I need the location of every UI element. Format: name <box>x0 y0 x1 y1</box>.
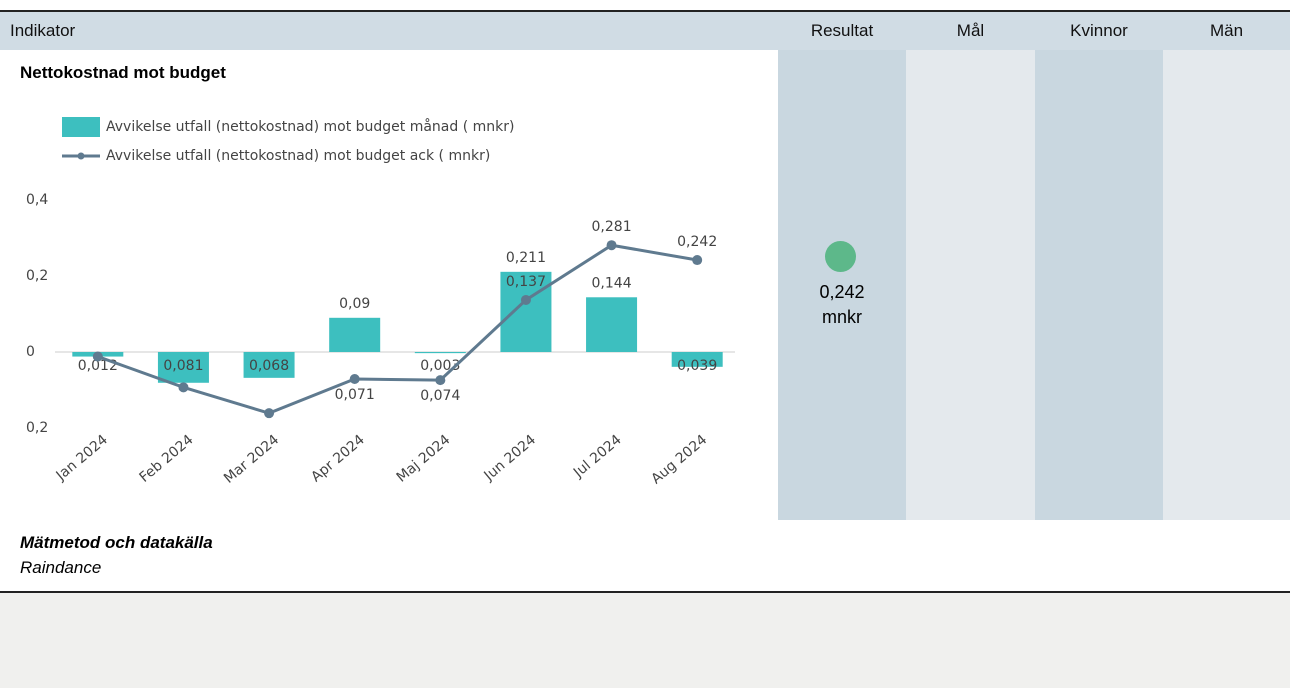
bar <box>671 352 723 367</box>
bar-label: 0,144 <box>592 275 632 291</box>
footer-text: Raindance <box>20 558 102 577</box>
line-point <box>692 255 703 266</box>
y-tick-label: 0,2 <box>26 268 48 284</box>
bar-label: 0,039 <box>677 358 717 374</box>
legend-label: Avvikelse utfall (nettokostnad) mot budg… <box>106 148 490 164</box>
indicator-title: Nettokostnad mot budget <box>20 63 226 82</box>
bar <box>586 297 638 352</box>
footer-area <box>0 591 1290 688</box>
line <box>97 243 698 415</box>
col-bg <box>1163 50 1290 520</box>
bar-label: 0,012 <box>78 358 118 374</box>
result-value: 0,242 <box>819 282 865 302</box>
x-tick-label: Maj 2024 <box>394 432 454 486</box>
header-cell: Kvinnor <box>1070 21 1128 40</box>
line-point <box>92 351 103 362</box>
bar <box>500 271 552 352</box>
bar <box>157 352 209 383</box>
header-bar <box>0 10 1290 50</box>
chart: 0,4 0,2 0 0,2 Jan 2024 Feb 2024 Mar 2024 Apr 20… <box>26 117 735 488</box>
line-label: 0,281 <box>592 219 632 235</box>
x-tick-label: Aug 2024 <box>648 432 710 488</box>
status-dot <box>825 241 856 272</box>
x-tick-label: Jan 2024 <box>53 432 111 485</box>
col-bg <box>778 50 906 520</box>
legend-dot <box>77 152 85 160</box>
bar-label: 0,068 <box>249 358 289 374</box>
bar-label: 0,081 <box>163 358 203 374</box>
bar <box>329 317 381 352</box>
y-tick-label: 0,4 <box>26 192 48 208</box>
legend-swatch <box>62 117 100 137</box>
x-tick-label: Jul 2024 <box>570 432 625 482</box>
line-label: 0,074 <box>420 388 460 404</box>
legend-label: Avvikelse utfall (nettokostnad) mot budg… <box>106 118 514 135</box>
col-bg <box>906 50 1035 520</box>
line-point <box>606 240 617 251</box>
line-point <box>264 408 275 419</box>
bar-label: 0,211 <box>506 250 546 266</box>
col-bg <box>1035 50 1163 520</box>
x-tick-label: Feb 2024 <box>137 432 197 486</box>
bar-label: 0,09 <box>339 296 370 312</box>
bar <box>414 352 466 354</box>
line-point <box>435 375 446 386</box>
header-cell: Män <box>1209 21 1244 40</box>
line-label: 0,071 <box>335 387 375 403</box>
x-tick-label: Apr 2024 <box>308 432 368 486</box>
line-label: 0,137 <box>506 274 546 290</box>
header-cell: Resultat <box>810 21 874 40</box>
y-tick-label: 0,2 <box>26 420 48 436</box>
y-tick-label: 0 <box>26 344 35 360</box>
x-tick-label: Jun 2024 <box>481 432 540 485</box>
result-unit: mnkr <box>822 307 862 327</box>
footer-title: Mätmetod och datakälla <box>20 533 213 552</box>
header-cell: Indikator <box>10 21 76 40</box>
x-tick-label: Mar 2024 <box>221 432 282 487</box>
line-label: 0,242 <box>677 234 717 250</box>
header-cell: Mål <box>956 21 985 40</box>
line-point <box>349 373 360 384</box>
line-point <box>178 382 189 393</box>
bar <box>243 352 295 378</box>
line-point <box>520 294 531 305</box>
